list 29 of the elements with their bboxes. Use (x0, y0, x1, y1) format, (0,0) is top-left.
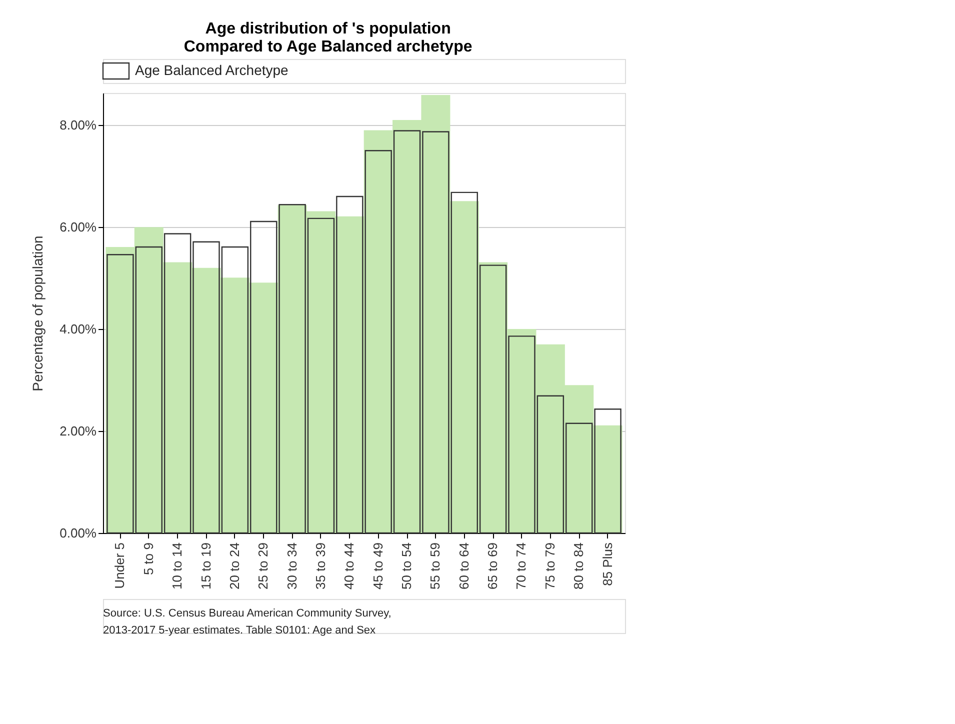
x-tick-label: 45 to 49 (370, 542, 386, 590)
legend-label: Age Balanced Archetype (135, 62, 289, 78)
y-tick-label: 2.00% (60, 424, 97, 439)
source-note: Source: U.S. Census Bureau American Community Survey, (103, 608, 392, 620)
x-tick-label: 20 to 24 (226, 542, 242, 590)
x-tick-label: Under 5 (112, 542, 128, 589)
y-axis-title: Percentage of population (30, 236, 46, 392)
x-tick-label: 40 to 44 (342, 542, 357, 590)
x-tick-label: 85 Plus (600, 542, 615, 586)
x-tick-label: 15 to 19 (198, 542, 214, 590)
x-tick-label: 5 to 9 (140, 542, 156, 576)
y-tick-label: 0.00% (60, 526, 97, 540)
x-tick-label: 75 to 79 (542, 542, 558, 590)
x-tick-label: 35 to 39 (312, 542, 328, 590)
x-tick-label: 50 to 54 (399, 542, 414, 590)
x-tick-label: 30 to 34 (284, 542, 300, 590)
x-tick-label: 55 to 59 (428, 542, 443, 590)
x-tick-label: 65 to 69 (485, 542, 500, 590)
x-tick-label: 60 to 64 (456, 542, 472, 590)
y-tick-label: 6.00% (60, 220, 97, 235)
y-tick-label: 8.00% (60, 118, 97, 133)
chart-subtitle: Compared to Age Balanced archetype (184, 38, 472, 56)
x-tick-label: 70 to 74 (514, 542, 529, 590)
chart-title: Age distribution of 's population (205, 20, 451, 38)
y-tick-label: 4.00% (60, 322, 97, 337)
x-tick-label: 80 to 84 (571, 542, 586, 590)
x-tick-label: 25 to 29 (256, 542, 271, 590)
x-tick-label: 10 to 14 (170, 542, 185, 590)
text: 2013-2017 5-year estimates. Table S0101: Age and Sex (103, 624, 376, 636)
